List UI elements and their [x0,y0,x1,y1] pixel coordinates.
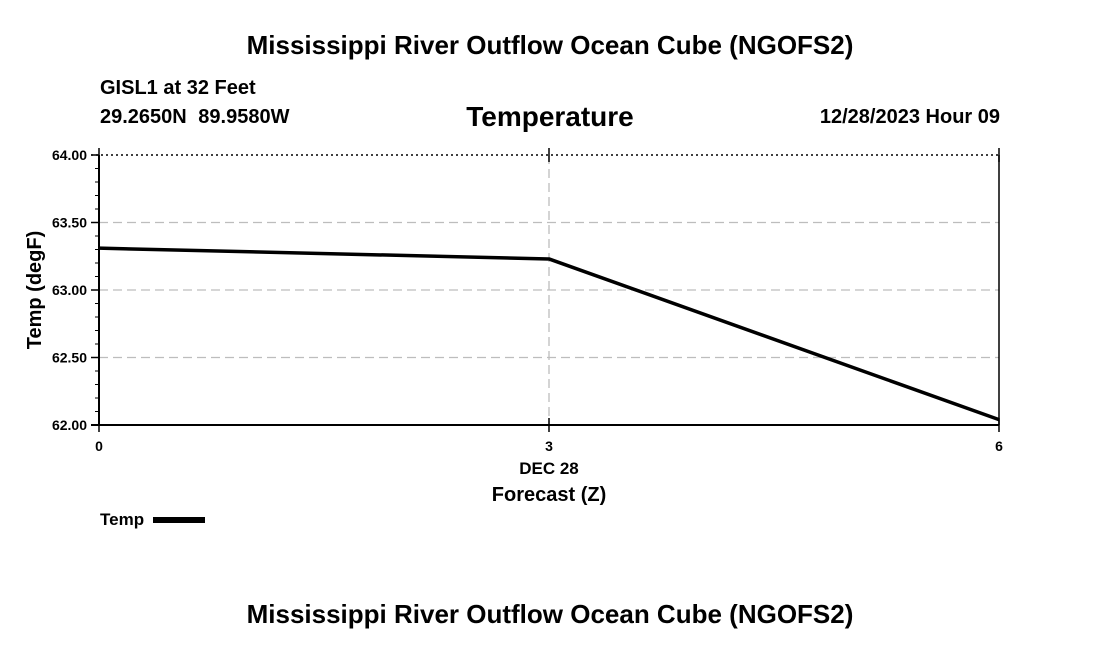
x-axis-title: Forecast (Z) [492,484,606,506]
footer-title: Mississippi River Outflow Ocean Cube (NG… [246,599,854,629]
y-tick-label: 63.00 [52,282,87,298]
y-axis-title: Temp (degF) [24,231,46,350]
datetime-label: 12/28/2023 Hour 09 [819,106,1000,128]
series-line-temp [98,246,1000,422]
x-tick-label: 3 [545,438,553,454]
grid-lines [99,155,999,425]
legend-label: Temp [100,510,145,529]
y-tick-label: 63.50 [52,215,87,231]
legend-line-swatch [153,517,206,523]
legend: Temp [100,510,206,530]
ticks: 62.00 62.50 63.00 63.50 64.00 0 3 6 [52,147,1003,454]
series-layer [98,246,1000,422]
temperature-chart: 62.00 62.50 63.00 63.50 64.00 0 3 6 DEC 28 Fore… [24,147,1003,506]
y-tick-label: 62.50 [52,350,87,366]
y-tick-label: 64.00 [52,147,87,163]
y-tick-label: 62.00 [52,417,87,433]
coordinates-label: 29.2650N 89.9580W [100,106,290,128]
main-title: Mississippi River Outflow Ocean Cube (NG… [246,30,854,60]
chart-title: Temperature [466,101,634,132]
x-date-label: DEC 28 [519,459,579,478]
station-label: GISL1 at 32 Feet [100,77,256,99]
x-tick-label: 6 [995,438,1003,454]
x-tick-label: 0 [95,438,103,454]
